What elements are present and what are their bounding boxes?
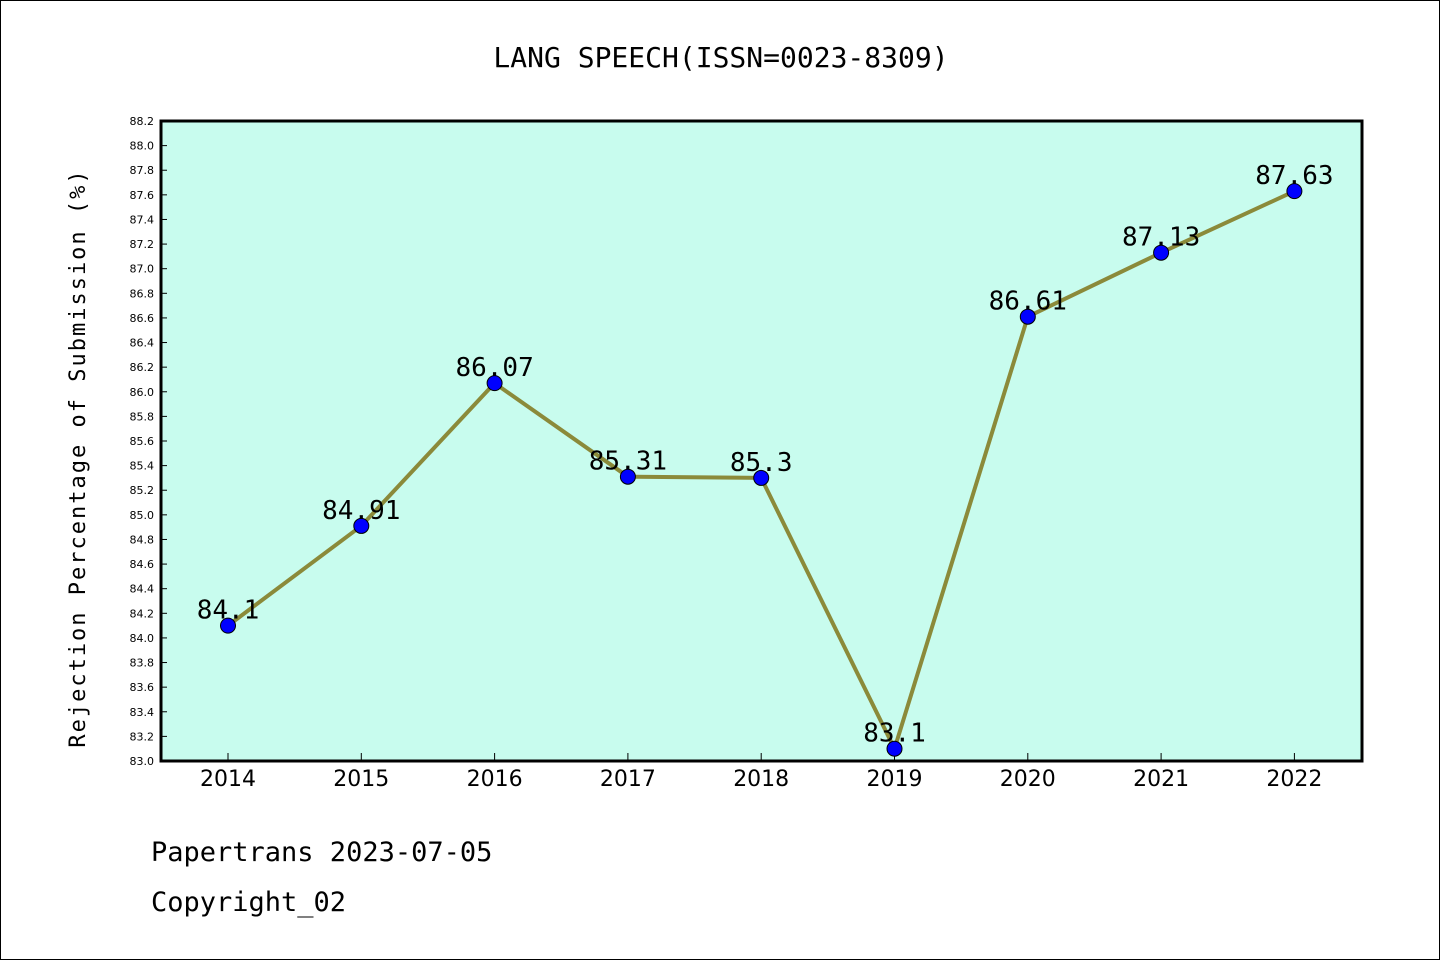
- source-caption: Papertrans 2023-07-05: [151, 837, 493, 868]
- x-tick-label: 2020: [1000, 767, 1056, 792]
- y-tick-label: 83.4: [130, 706, 155, 719]
- y-tick-label: 87.4: [130, 213, 155, 226]
- y-tick-label: 87.6: [130, 189, 155, 202]
- x-tick-label: 2016: [467, 767, 523, 792]
- y-tick-label: 88.2: [130, 115, 155, 128]
- x-tick-label: 2014: [200, 767, 256, 792]
- x-tick-label: 2021: [1133, 767, 1189, 792]
- y-tick-label: 84.6: [130, 558, 155, 571]
- y-tick-label: 84.2: [130, 607, 155, 620]
- y-tick-label: 87.8: [130, 164, 155, 177]
- data-label: 84.91: [322, 496, 400, 526]
- x-tick-label: 2015: [333, 767, 389, 792]
- data-label: 86.61: [989, 287, 1067, 317]
- data-label: 84.1: [197, 596, 260, 626]
- data-label: 87.63: [1255, 161, 1333, 191]
- y-tick-label: 83.2: [130, 730, 155, 743]
- y-axis-label: Rejection Percentage of Submission (%): [66, 168, 91, 747]
- data-point: [1019, 308, 1036, 325]
- x-tick-label: 2017: [600, 767, 656, 792]
- y-tick-label: 83.8: [130, 657, 155, 670]
- chart-title: LANG SPEECH(ISSN=0023-8309): [493, 41, 948, 74]
- y-tick-label: 85.4: [130, 460, 155, 473]
- data-point: [1153, 244, 1170, 261]
- data-point: [753, 469, 770, 486]
- y-tick-label: 84.4: [130, 583, 155, 596]
- x-tick-label: 2022: [1266, 767, 1322, 792]
- y-tick-label: 83.0: [130, 755, 155, 768]
- y-tick-label: 87.2: [130, 238, 155, 251]
- data-point: [886, 740, 903, 757]
- y-tick-label: 86.0: [130, 386, 155, 399]
- y-tick-label: 88.0: [130, 140, 155, 153]
- data-label: 85.3: [730, 448, 793, 478]
- y-tick-label: 85.6: [130, 435, 155, 448]
- data-point: [486, 375, 503, 392]
- data-point: [220, 617, 236, 634]
- y-tick-label: 85.0: [130, 509, 155, 522]
- y-tick-label: 85.2: [130, 484, 155, 497]
- data-label: 86.07: [455, 353, 533, 383]
- data-label: 85.31: [589, 447, 667, 477]
- y-tick-label: 84.0: [130, 632, 155, 645]
- y-tick-label: 84.8: [130, 533, 155, 546]
- copyright-caption: Copyright_02: [151, 887, 347, 918]
- x-tick-label: 2018: [733, 767, 789, 792]
- y-tick-label: 85.8: [130, 410, 155, 423]
- y-tick-label: 87.0: [130, 263, 155, 276]
- y-tick-label: 86.8: [130, 287, 155, 300]
- data-label: 87.13: [1122, 223, 1200, 253]
- y-tick-label: 83.6: [130, 681, 155, 694]
- y-tick-label: 86.6: [130, 312, 155, 325]
- data-point: [619, 468, 636, 485]
- y-tick-label: 86.2: [130, 361, 155, 374]
- data-label: 83.1: [863, 719, 926, 749]
- data-point: [353, 517, 370, 534]
- plot-area: [159, 119, 1364, 763]
- y-tick-label: 86.4: [130, 337, 155, 350]
- data-point: [1286, 183, 1303, 200]
- x-tick-label: 2019: [867, 767, 923, 792]
